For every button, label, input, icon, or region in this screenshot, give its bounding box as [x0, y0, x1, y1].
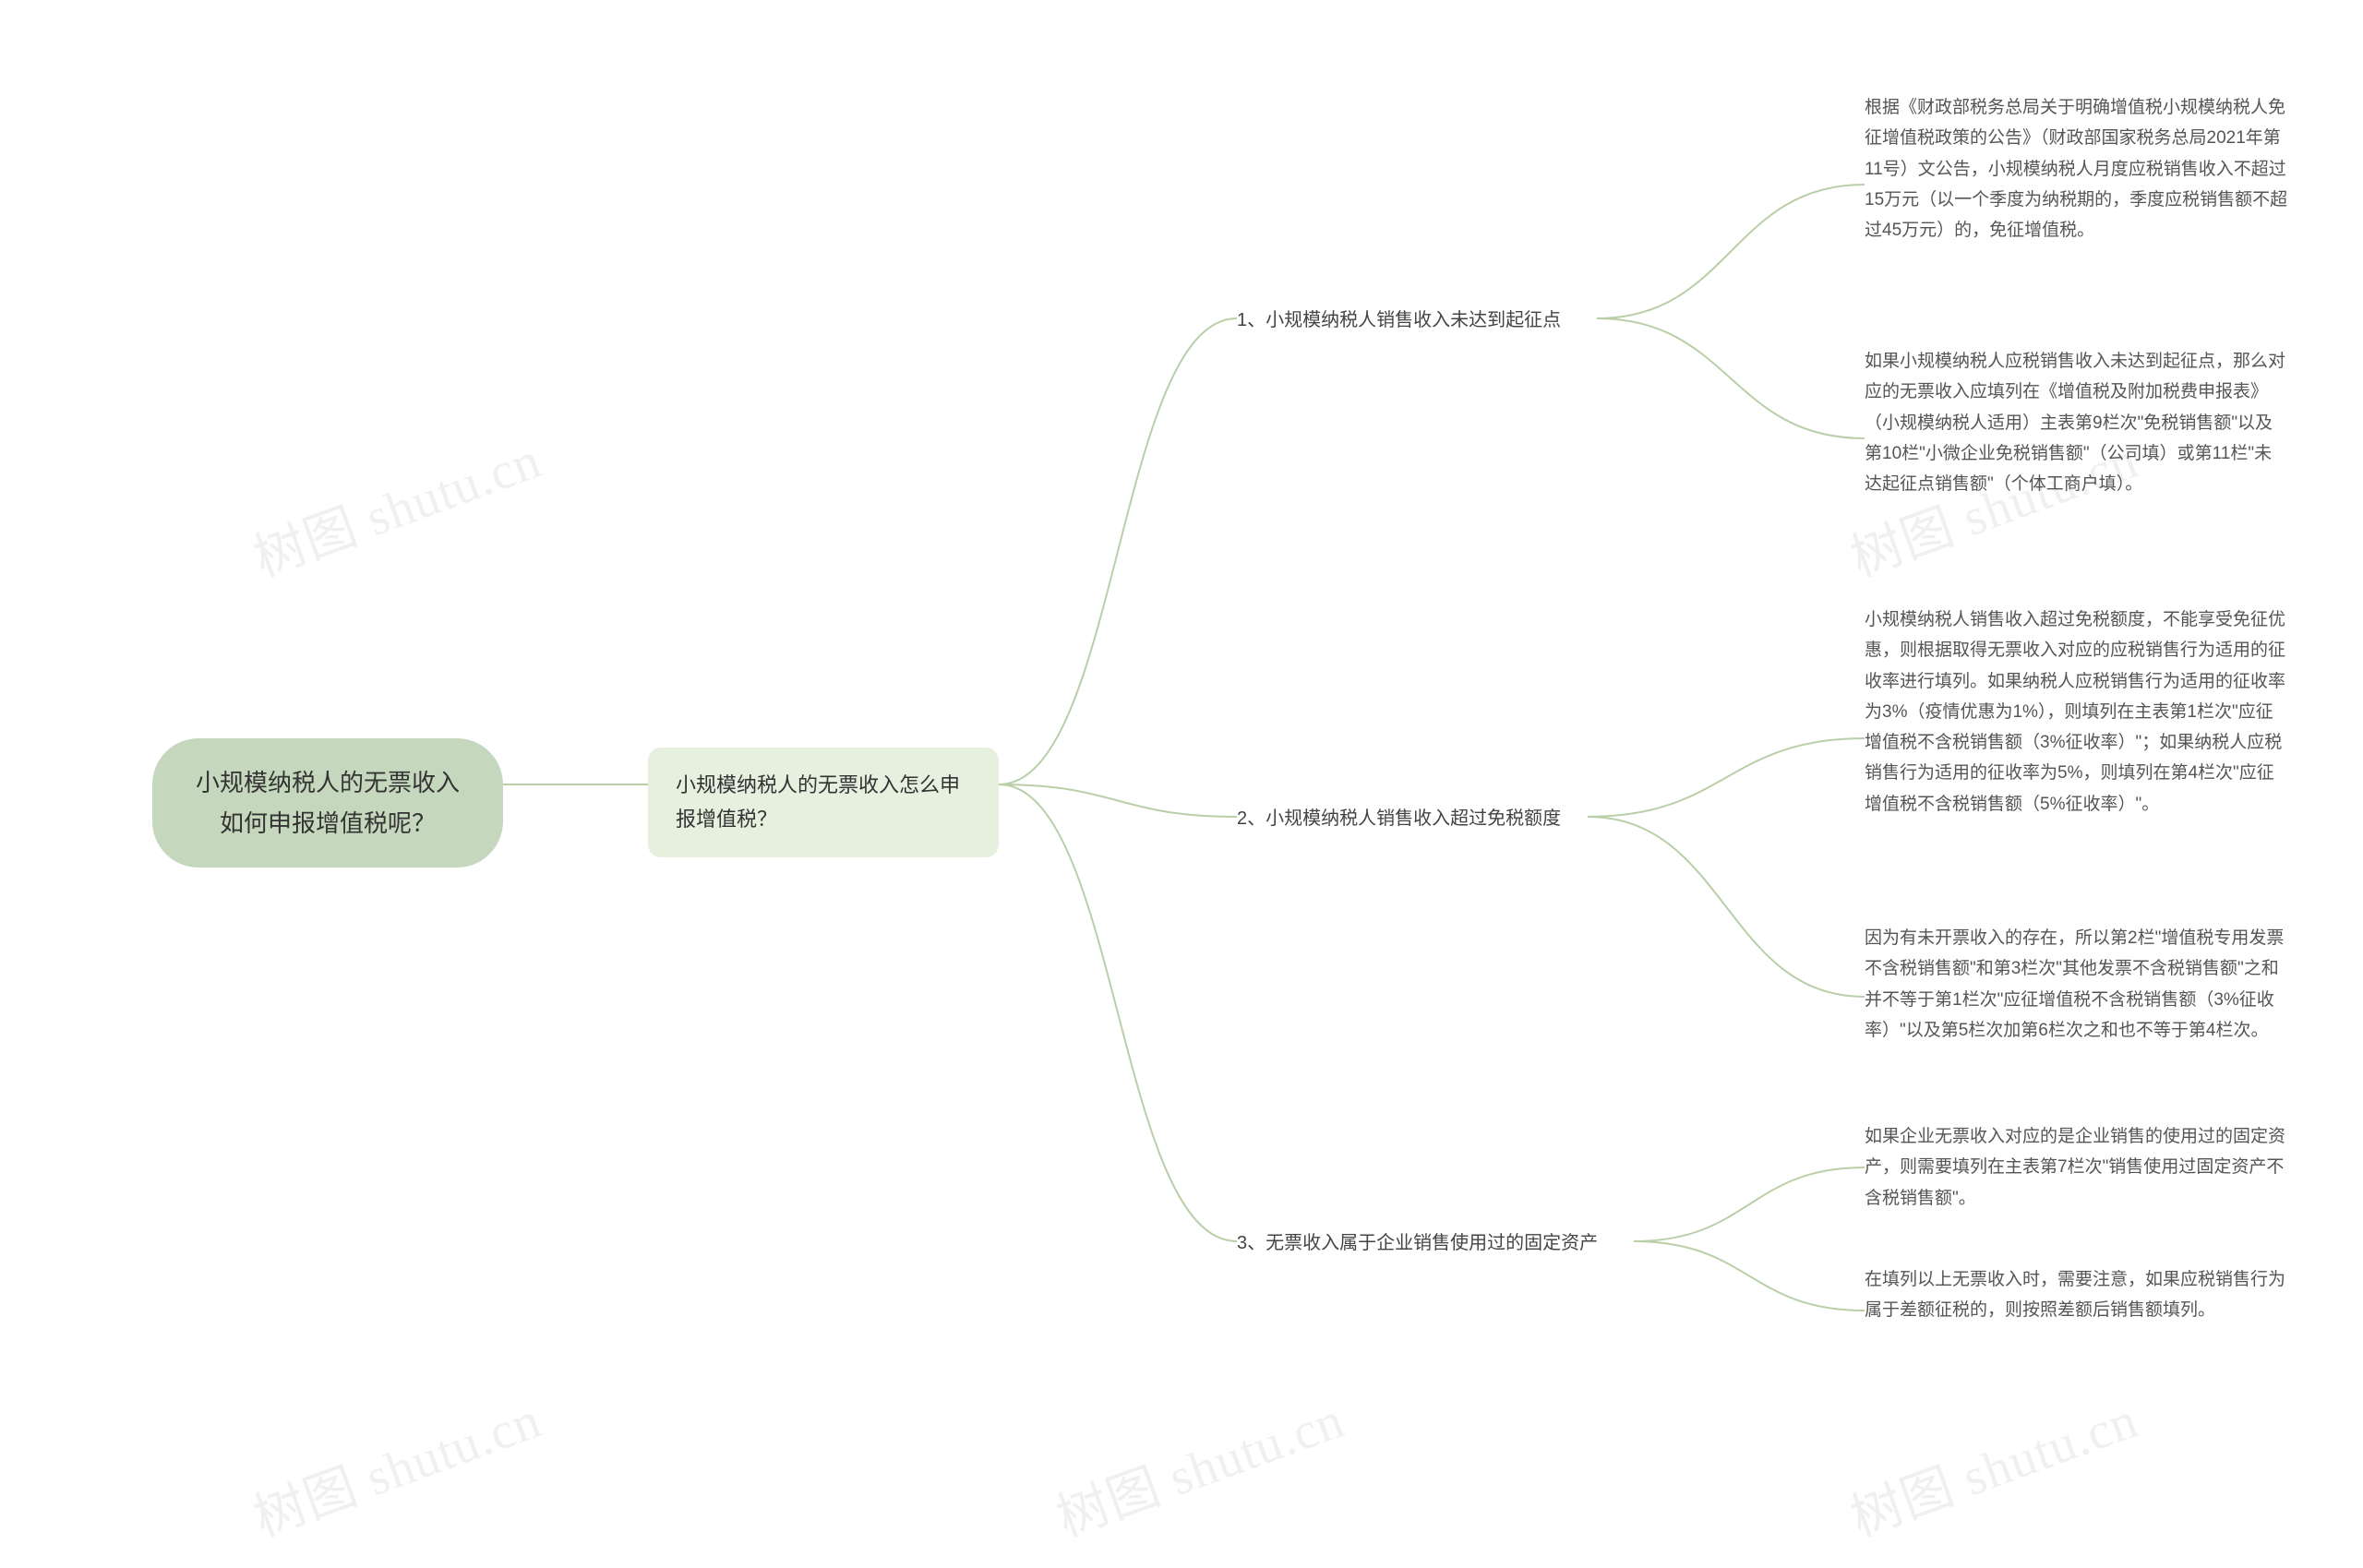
level3-node-1-text: 1、小规模纳税人销售收入未达到起征点	[1237, 310, 1561, 330]
leaf-node-2b-text: 因为有未开票收入的存在，所以第2栏"增值税专用发票不含税销售额"和第3栏次"其他…	[1865, 928, 2284, 1040]
level3-node-3[interactable]: 3、无票收入属于企业销售使用过的固定资产	[1237, 1227, 1598, 1259]
leaf-node-2a-text: 小规模纳税人销售收入超过免税额度，不能享受免征优惠，则根据取得无票收入对应的应税…	[1865, 610, 2285, 814]
level3-node-2-text: 2、小规模纳税人销售收入超过免税额度	[1237, 808, 1561, 829]
leaf-node-2b[interactable]: 因为有未开票收入的存在，所以第2栏"增值税专用发票不含税销售额"和第3栏次"其他…	[1865, 923, 2289, 1046]
watermark: 树图 shutu.cn	[242, 419, 549, 592]
level3-node-1[interactable]: 1、小规模纳税人销售收入未达到起征点	[1237, 305, 1561, 336]
leaf-node-3b[interactable]: 在填列以上无票收入时，需要注意，如果应税销售行为属于差额征税的，则按照差额后销售…	[1865, 1264, 2289, 1326]
leaf-node-1b-text: 如果小规模纳税人应税销售收入未达到起征点，那么对应的无票收入应填列在《增值税及附…	[1865, 352, 2285, 494]
leaf-node-1a[interactable]: 根据《财政部税务总局关于明确增值税小规模纳税人免征增值税政策的公告》（财政部国家…	[1865, 92, 2289, 245]
leaf-node-1b[interactable]: 如果小规模纳税人应税销售收入未达到起征点，那么对应的无票收入应填列在《增值税及附…	[1865, 346, 2289, 499]
root-node-text: 小规模纳税人的无票收入如何申报增值税呢？	[196, 769, 460, 837]
leaf-node-2a[interactable]: 小规模纳税人销售收入超过免税额度，不能享受免征优惠，则根据取得无票收入对应的应税…	[1865, 604, 2289, 820]
level3-node-2[interactable]: 2、小规模纳税人销售收入超过免税额度	[1237, 803, 1561, 834]
watermark: 树图 shutu.cn	[1045, 1379, 1352, 1551]
mindmap-canvas: 树图 shutu.cn 树图 shutu.cn 树图 shutu.cn 树图 s…	[0, 0, 2363, 1568]
leaf-node-3a[interactable]: 如果企业无票收入对应的是企业销售的使用过的固定资产，则需要填列在主表第7栏次"销…	[1865, 1121, 2289, 1214]
level2-node[interactable]: 小规模纳税人的无票收入怎么申报增值税？	[648, 748, 999, 857]
root-node[interactable]: 小规模纳税人的无票收入如何申报增值税呢？	[152, 738, 503, 868]
level3-node-3-text: 3、无票收入属于企业销售使用过的固定资产	[1237, 1233, 1598, 1253]
leaf-node-3b-text: 在填列以上无票收入时，需要注意，如果应税销售行为属于差额征税的，则按照差额后销售…	[1865, 1270, 2285, 1320]
watermark: 树图 shutu.cn	[242, 1379, 549, 1551]
leaf-node-3a-text: 如果企业无票收入对应的是企业销售的使用过的固定资产，则需要填列在主表第7栏次"销…	[1865, 1127, 2285, 1208]
level2-node-text: 小规模纳税人的无票收入怎么申报增值税？	[676, 773, 960, 831]
leaf-node-1a-text: 根据《财政部税务总局关于明确增值税小规模纳税人免征增值税政策的公告》（财政部国家…	[1865, 98, 2287, 240]
watermark: 树图 shutu.cn	[1839, 1379, 2146, 1551]
